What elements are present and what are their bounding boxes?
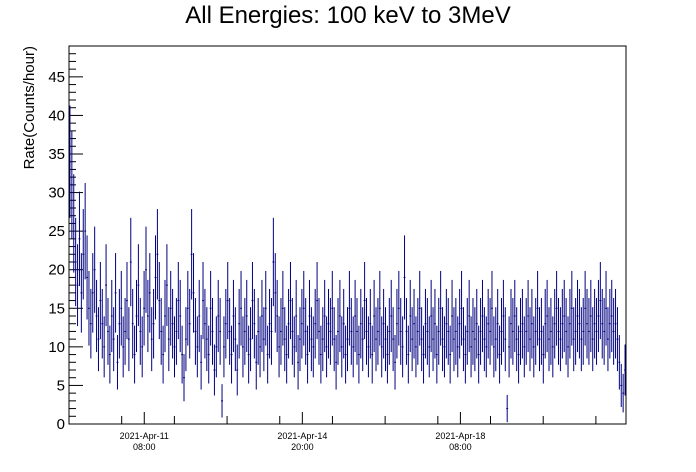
y-tick-label: 25 [48, 223, 65, 240]
x-tick-time-label: 08:00 [133, 442, 156, 452]
x-tick-time-label: 08:00 [449, 442, 472, 452]
y-tick-label: 20 [48, 262, 65, 279]
data-points [69, 105, 626, 423]
y-axis: 0 5 10 15 20 25 30 35 40 45 [48, 45, 83, 433]
chart-title: All Energies: 100 keV to 3MeV [185, 2, 511, 29]
y-tick-label: 15 [48, 300, 65, 317]
x-tick-time-label: 20:00 [291, 442, 314, 452]
x-tick-date-label: 2021-Apr-11 [120, 431, 169, 441]
y-tick-label: 10 [48, 339, 65, 356]
x-tick-date-label: 2021-Apr-14 [277, 431, 327, 441]
y-tick-label: 5 [57, 377, 65, 394]
plot-frame [68, 45, 627, 425]
y-tick-label: 40 [48, 107, 65, 124]
y-tick-label: 45 [48, 69, 65, 86]
x-axis: 2021-Apr-1108:002021-Apr-1420:002021-Apr… [120, 412, 597, 452]
x-tick-date-label: 2021-Apr-18 [435, 431, 485, 441]
y-tick-label: 0 [57, 416, 65, 433]
y-axis-title: Rate(Counts/hour) [21, 46, 38, 169]
y-tick-label: 35 [48, 146, 65, 163]
y-tick-label: 30 [48, 185, 65, 202]
